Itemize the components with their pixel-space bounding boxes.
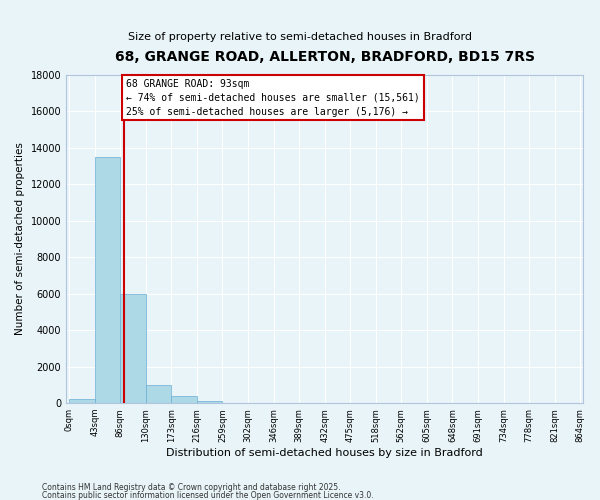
Text: 68 GRANGE ROAD: 93sqm
← 74% of semi-detached houses are smaller (15,561)
25% of : 68 GRANGE ROAD: 93sqm ← 74% of semi-deta… xyxy=(126,78,420,116)
Bar xyxy=(69,400,95,403)
Bar xyxy=(172,396,197,403)
X-axis label: Distribution of semi-detached houses by size in Bradford: Distribution of semi-detached houses by … xyxy=(166,448,483,458)
Text: Contains public sector information licensed under the Open Government Licence v3: Contains public sector information licen… xyxy=(42,491,374,500)
Text: Contains HM Land Registry data © Crown copyright and database right 2025.: Contains HM Land Registry data © Crown c… xyxy=(42,484,341,492)
Text: Size of property relative to semi-detached houses in Bradford: Size of property relative to semi-detach… xyxy=(128,32,472,42)
Bar xyxy=(120,294,146,403)
Title: 68, GRANGE ROAD, ALLERTON, BRADFORD, BD15 7RS: 68, GRANGE ROAD, ALLERTON, BRADFORD, BD1… xyxy=(115,50,535,64)
Bar xyxy=(197,402,223,403)
Bar xyxy=(95,157,120,403)
Bar xyxy=(146,385,172,403)
Y-axis label: Number of semi-detached properties: Number of semi-detached properties xyxy=(15,142,25,336)
